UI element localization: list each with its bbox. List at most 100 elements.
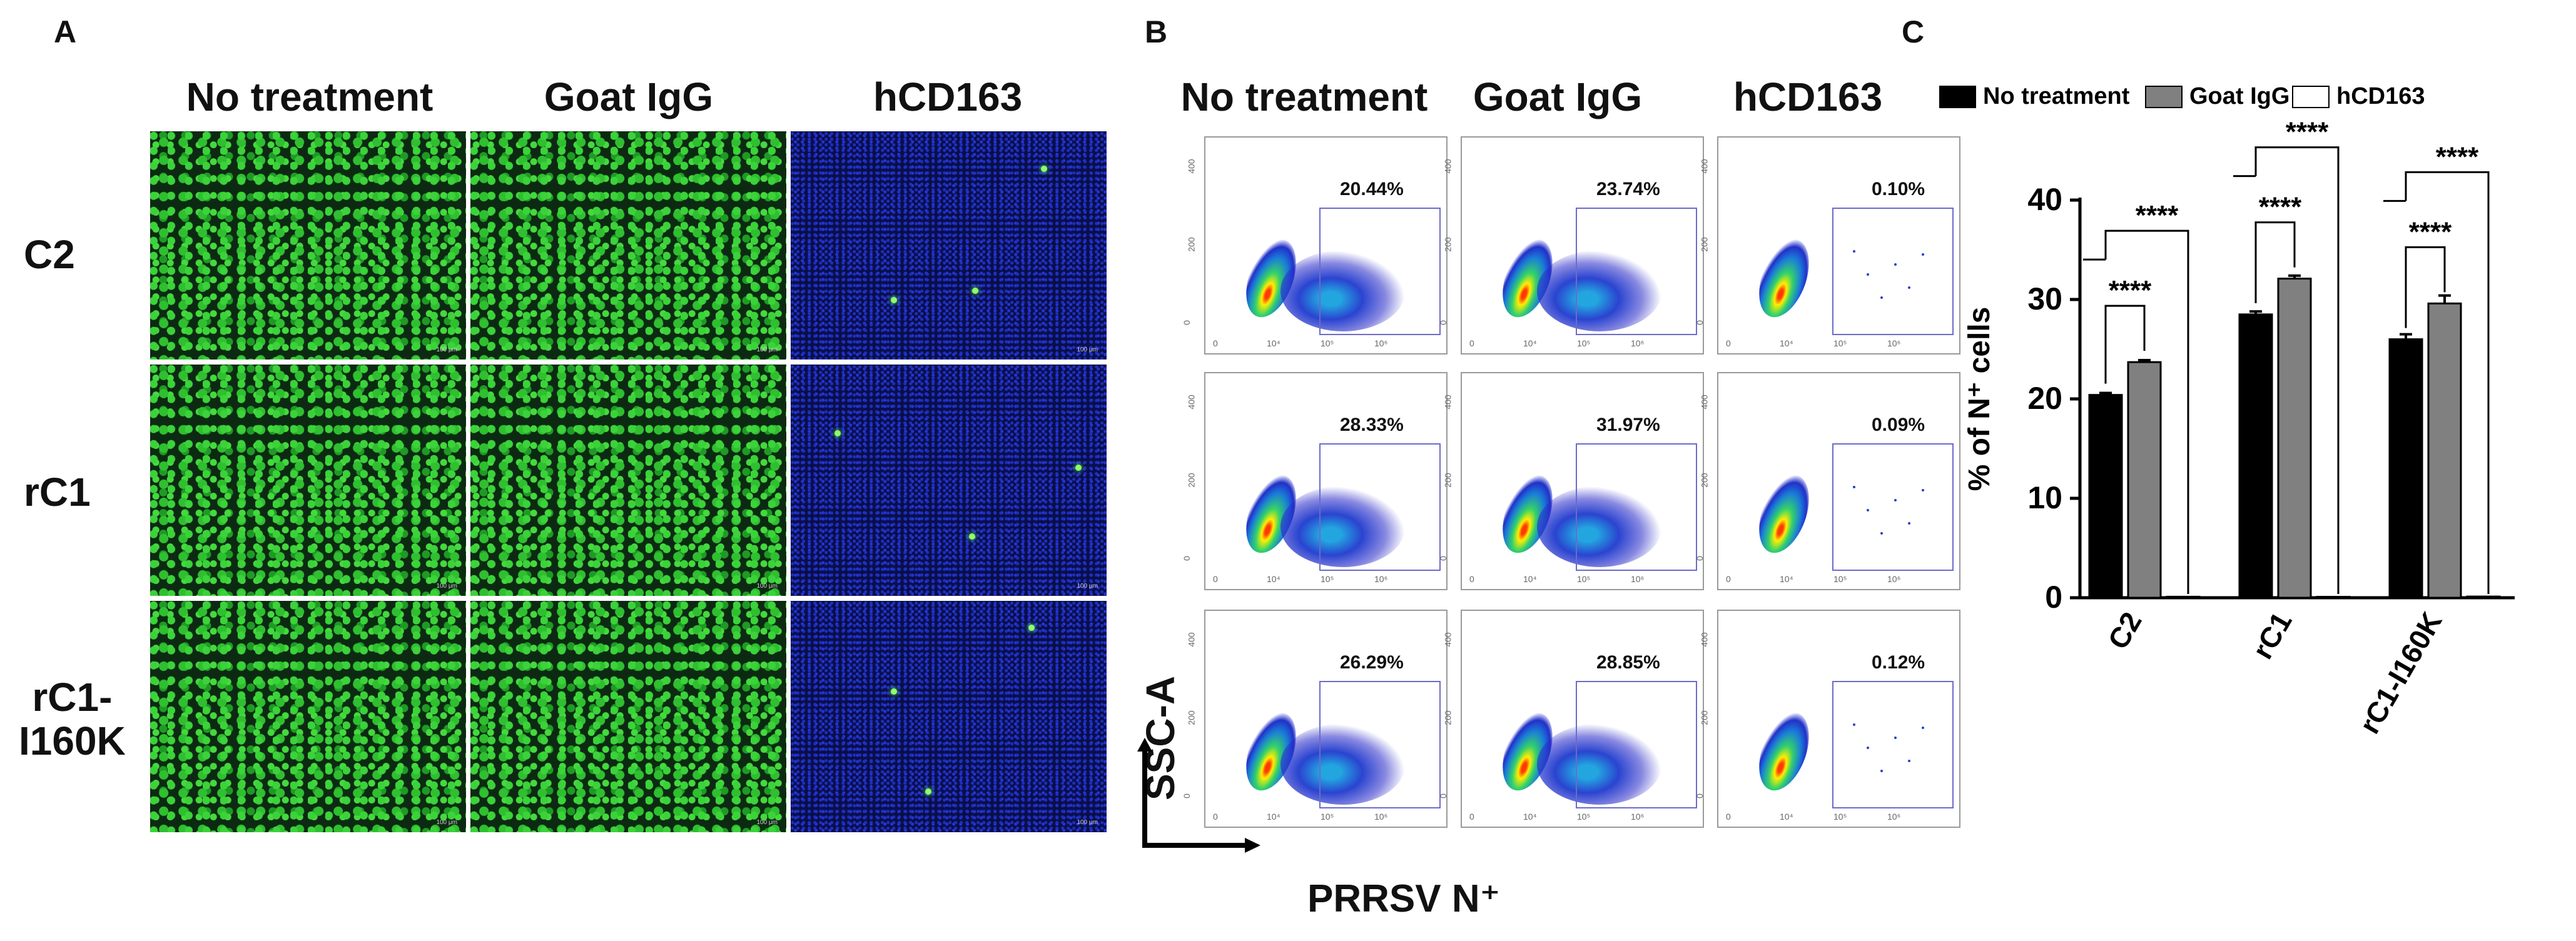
flow-x-tick: 10⁴ (1267, 812, 1280, 822)
bar-chart: No treatment Goat IgG hCD163 0 10 20 30 40 % of … (1939, 83, 2515, 739)
micrograph-rc1i160k-goat-igg: 100 μm (470, 601, 786, 832)
sig-stars: **** (2259, 192, 2302, 223)
flow-event (1853, 486, 1855, 488)
flow-y-tick: 200 (1443, 473, 1453, 488)
flow-x-tick: 0 (1726, 574, 1731, 584)
flow-y-tick: 200 (1699, 710, 1710, 725)
flow-gate (1576, 208, 1697, 335)
sig-bracket-outer (2104, 229, 2189, 594)
sig-bracket-inner (2254, 221, 2296, 303)
bar-rC1-2 (2316, 596, 2351, 599)
sig-stars: **** (2436, 141, 2479, 172)
bar-rC1-I160K-0 (2388, 338, 2423, 599)
micrograph-rc1-no-treatment: 100 μm (150, 365, 466, 596)
flow-x-tick: 10⁴ (1523, 812, 1537, 822)
y-axis-label: % of N⁺ cells (1963, 307, 1996, 491)
flow-gate (1832, 443, 1954, 571)
flow-y-tick: 400 (1443, 159, 1453, 174)
flow-plot-r1-c1: 400 200 0 0 10⁴ 10⁵ 10⁶ 31.97% (1438, 372, 1704, 590)
flow-y-tick: 400 (1699, 632, 1710, 647)
scalebar: 100 μm (436, 346, 457, 353)
flow-percentage: 0.09% (1872, 415, 1925, 435)
flow-event (1853, 723, 1855, 726)
flow-positive-population (1537, 250, 1662, 331)
sig-bracket-inner (2405, 246, 2446, 328)
flow-gate (1576, 443, 1697, 571)
legend-label-1: Goat IgG (2189, 83, 2289, 109)
flow-x-tick: 10⁵ (1833, 574, 1847, 584)
flow-population (1749, 705, 1819, 798)
flow-event (1853, 250, 1855, 253)
sig-stars: **** (2109, 275, 2152, 306)
flow-y-tick: 0 (1694, 793, 1705, 798)
flow-percentage: 0.10% (1872, 179, 1925, 199)
flow-x-tick: 10⁵ (1577, 338, 1591, 348)
sig-stars: **** (2136, 200, 2179, 231)
flow-plot-r2-c0: 400 200 0 0 10⁴ 10⁵ 10⁶ 26.29% (1182, 610, 1448, 828)
panel-b-col-hcd163: hCD163 (1733, 74, 1883, 119)
panel-b-col-goat-igg: Goat IgG (1473, 74, 1643, 119)
flow-positive-population (1280, 723, 1406, 805)
panel-a-row-rc1-i160k: rC1- I160K (19, 675, 126, 764)
flow-x-tick: 10⁶ (1887, 574, 1901, 584)
flow-y-tick: 200 (1186, 237, 1197, 252)
flow-y-tick: 400 (1699, 159, 1710, 174)
flow-x-tick: 10⁵ (1833, 812, 1847, 822)
flow-x-tick: 10⁶ (1631, 338, 1645, 348)
flow-event (1894, 737, 1897, 739)
flow-x-tick: 10⁴ (1267, 574, 1280, 584)
x-tick-label-0: C2 (2101, 606, 2148, 655)
legend-swatch-1 (2145, 86, 2183, 108)
bar-rC1-0 (2238, 313, 2273, 599)
flow-percentage: 26.29% (1340, 652, 1404, 673)
panel-a-col-hcd163: hCD163 (873, 74, 1023, 119)
x-tick-label-2: rC1-I160K (2353, 606, 2448, 739)
flow-x-tick: 10⁴ (1523, 574, 1537, 584)
flow-x-tick: 0 (1213, 338, 1218, 348)
flow-x-tick: 10⁴ (1780, 812, 1793, 822)
flow-event (1880, 770, 1883, 772)
flow-x-tick: 10⁵ (1577, 812, 1591, 822)
flow-gate (1319, 681, 1441, 808)
legend-label-2: hCD163 (2336, 83, 2425, 109)
bar-rC1-I160K-1 (2427, 302, 2462, 599)
sig-stars: **** (2409, 216, 2452, 247)
flow-x-tick: 10⁶ (1887, 812, 1901, 822)
flow-event (1867, 273, 1869, 276)
flow-y-tick: 400 (1186, 395, 1197, 410)
sig-stars: **** (2286, 117, 2329, 148)
flow-y-tick: 0 (1694, 556, 1705, 561)
flow-gate (1832, 681, 1954, 808)
flow-y-tick: 400 (1186, 159, 1197, 174)
flow-event (1922, 253, 1924, 256)
scalebar: 100 μm (1077, 583, 1098, 590)
panel-a-col-no-treatment: No treatment (186, 74, 434, 119)
flow-event (1867, 509, 1869, 511)
bar-C2-0 (2088, 394, 2123, 599)
flow-axes-arrows (1137, 738, 1260, 853)
scalebar: 100 μm (756, 583, 778, 590)
flow-event (1880, 532, 1883, 535)
panel-b-col-no-treatment: No treatment (1180, 74, 1428, 119)
flow-x-tick: 10⁵ (1321, 574, 1334, 584)
flow-x-tick: 0 (1469, 338, 1474, 348)
y-tick-label: 40 (2027, 182, 2062, 217)
scalebar: 100 μm (436, 583, 457, 590)
flow-y-tick: 0 (1694, 320, 1705, 325)
bar-rC1-I160K-2 (2466, 595, 2501, 599)
flow-event (1867, 747, 1869, 749)
scalebar: 100 μm (756, 346, 778, 353)
flow-y-tick: 200 (1443, 237, 1453, 252)
flow-x-tick: 10⁵ (1577, 574, 1591, 584)
flow-y-tick: 400 (1186, 632, 1197, 647)
flow-plot-r0-c1: 400 200 0 0 10⁴ 10⁵ 10⁶ 23.74% (1438, 136, 1704, 355)
scalebar: 100 μm (1077, 819, 1098, 826)
flow-plot-r1-c2: 400 200 0 0 10⁴ 10⁵ 10⁶ 0.09% (1695, 372, 1960, 590)
flow-y-tick: 200 (1186, 473, 1197, 488)
sig-bracket-outer (2405, 171, 2490, 594)
micrograph-c2-goat-igg: 100 μm (470, 131, 786, 360)
y-tick-label: 0 (2045, 580, 2062, 615)
flow-event (1908, 286, 1910, 289)
flow-plot-r0-c2: 400 200 0 0 10⁴ 10⁵ 10⁶ 0.10% (1695, 136, 1960, 355)
panel-a-row-c2: C2 (24, 232, 75, 277)
